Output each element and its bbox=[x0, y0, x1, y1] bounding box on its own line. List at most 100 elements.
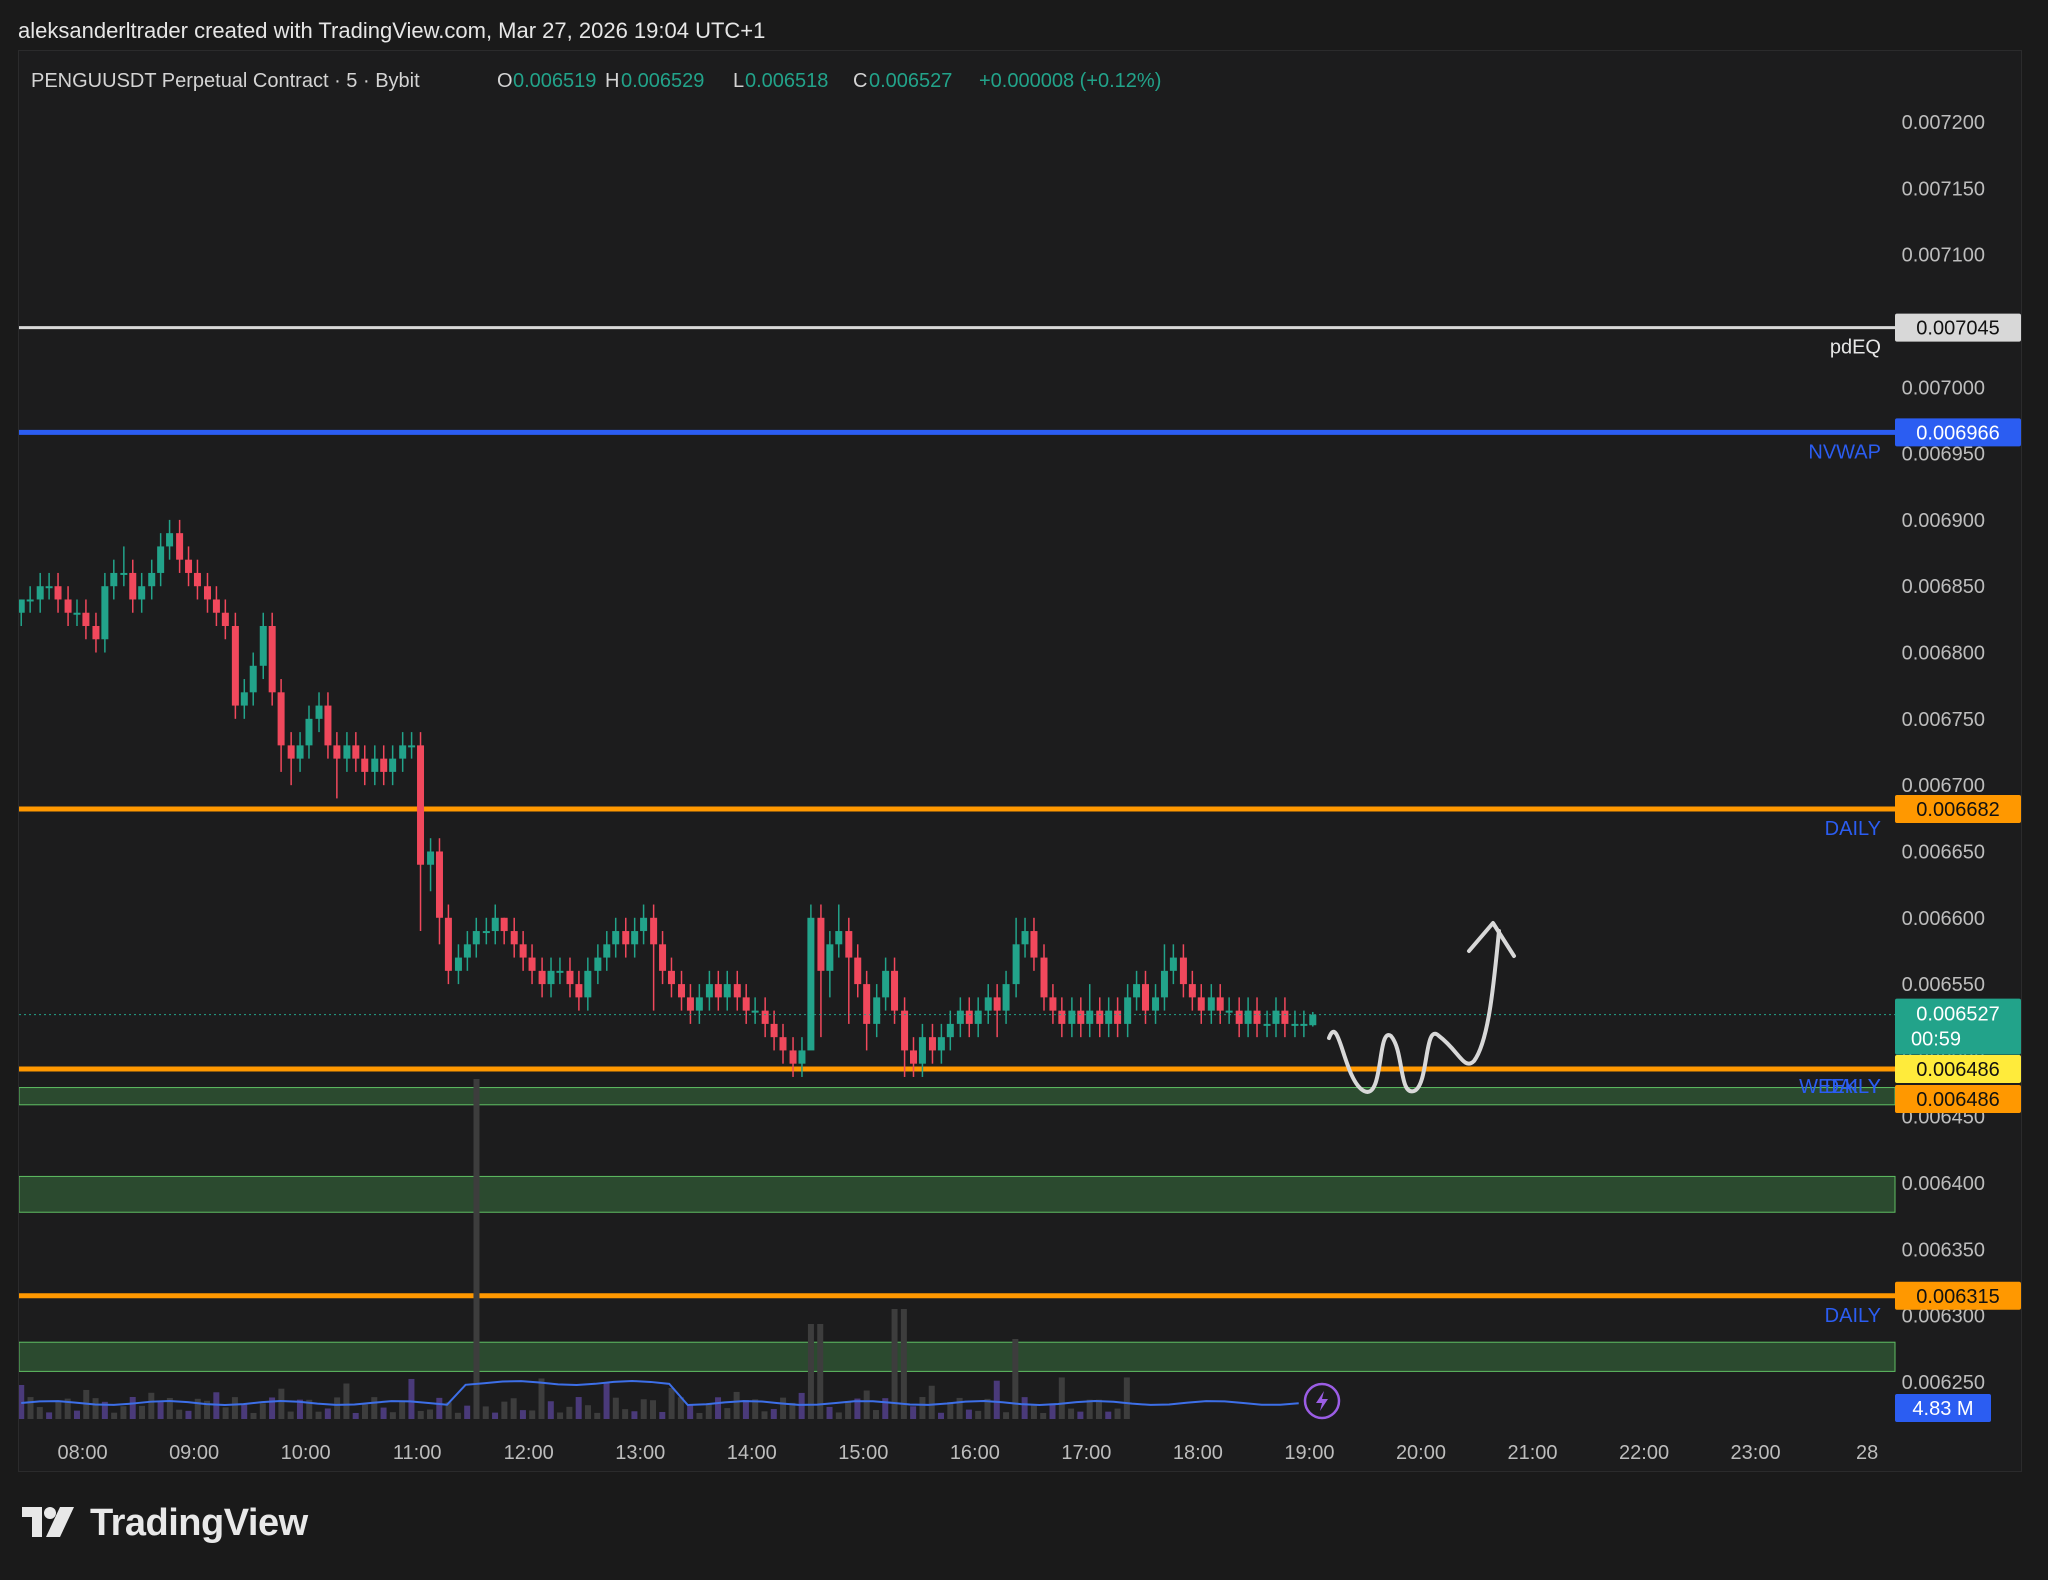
countdown-value: 00:59 bbox=[1911, 1029, 1961, 1051]
volume-bar bbox=[1049, 1403, 1056, 1419]
volume-bar bbox=[1077, 1411, 1084, 1419]
candle-body bbox=[110, 572, 118, 587]
volume-bar bbox=[1114, 1408, 1121, 1419]
y-tick-label: 0.006900 bbox=[1902, 510, 1985, 532]
volume-tag-value: 4.83 M bbox=[1912, 1398, 1973, 1420]
volume-bar bbox=[798, 1392, 805, 1419]
y-tick-label: 0.006750 bbox=[1902, 709, 1985, 731]
x-tick-label: 21:00 bbox=[1507, 1442, 1557, 1464]
candle-body bbox=[315, 705, 323, 719]
tradingview-brand[interactable]: TradingView bbox=[22, 1502, 308, 1545]
level-tag-1 bbox=[1895, 418, 2021, 447]
candle-body bbox=[1077, 1010, 1085, 1024]
volume-bar bbox=[296, 1399, 303, 1419]
candle-body bbox=[510, 931, 518, 945]
level-tag-4 bbox=[1895, 1084, 2021, 1113]
x-tick-label: 11:00 bbox=[393, 1442, 442, 1464]
volume-bar bbox=[473, 1079, 480, 1419]
candle-body bbox=[789, 1050, 797, 1064]
volume-bar bbox=[157, 1402, 164, 1419]
brand-name: TradingView bbox=[90, 1502, 308, 1544]
volume-bar bbox=[334, 1397, 341, 1419]
demand-zone-1[interactable] bbox=[19, 1175, 1896, 1213]
candle-body bbox=[249, 665, 257, 693]
candle-body bbox=[1253, 1010, 1261, 1024]
volume-bar bbox=[306, 1399, 313, 1419]
y-tick-label: 0.007000 bbox=[1902, 377, 1985, 399]
candle-body bbox=[937, 1037, 945, 1051]
candle-body bbox=[603, 944, 611, 958]
volume-bar bbox=[557, 1412, 564, 1419]
y-tick-label: 0.006400 bbox=[1902, 1173, 1985, 1195]
candle-body bbox=[101, 586, 109, 640]
x-tick-label: 20:00 bbox=[1396, 1442, 1446, 1464]
candle-body bbox=[751, 1010, 759, 1013]
demand-zone-2[interactable] bbox=[19, 1341, 1896, 1372]
candle-body bbox=[1002, 984, 1010, 1011]
candle-body bbox=[566, 970, 574, 985]
candle-body bbox=[956, 1010, 964, 1024]
candle-body bbox=[203, 586, 211, 600]
legend-close-value: 0.006527 bbox=[869, 70, 952, 92]
volume-bar bbox=[519, 1410, 526, 1419]
volume-bar bbox=[166, 1397, 173, 1419]
volume-bar bbox=[1068, 1408, 1075, 1419]
candle-body bbox=[1141, 984, 1149, 1011]
x-tick-label: 14:00 bbox=[727, 1442, 777, 1464]
x-tick-label: 16:00 bbox=[950, 1442, 1000, 1464]
volume-bar bbox=[510, 1398, 517, 1419]
demand-zones bbox=[19, 1087, 1896, 1372]
lightning-icon[interactable] bbox=[1303, 1382, 1341, 1420]
demand-zone-0[interactable] bbox=[19, 1087, 1896, 1106]
candle-body bbox=[1105, 1010, 1113, 1024]
candle-body bbox=[259, 626, 267, 666]
volume-bar bbox=[965, 1409, 972, 1419]
volume-bar bbox=[389, 1412, 396, 1419]
chart-panel[interactable]: 0.0072000.0071500.0071000.0070500.007000… bbox=[18, 50, 2022, 1472]
candle-body bbox=[444, 917, 452, 971]
candle-body bbox=[1197, 997, 1205, 1011]
candle-body bbox=[389, 758, 397, 772]
candle-body bbox=[538, 970, 546, 985]
volume-bar bbox=[185, 1410, 192, 1419]
candle-body bbox=[166, 533, 174, 547]
volume-bar bbox=[1012, 1339, 1019, 1419]
projection-arrow bbox=[1467, 921, 1516, 958]
candle-body bbox=[1291, 1023, 1299, 1026]
volume-bar bbox=[947, 1402, 954, 1419]
level-label-3: WEEKLY bbox=[1799, 1076, 1881, 1098]
volume-bar bbox=[1021, 1397, 1028, 1419]
volume-bar bbox=[46, 1412, 53, 1419]
x-tick-label: 12:00 bbox=[504, 1442, 554, 1464]
candle-body bbox=[129, 572, 137, 600]
candle-body bbox=[1040, 957, 1048, 998]
level-tag-0 bbox=[1895, 313, 2021, 342]
x-tick-label: 13:00 bbox=[615, 1442, 665, 1464]
volume-bar bbox=[956, 1397, 963, 1419]
volume-bar bbox=[538, 1378, 545, 1419]
volume-bar bbox=[55, 1401, 62, 1419]
volume-bar bbox=[789, 1402, 796, 1419]
volume-bar bbox=[231, 1397, 238, 1419]
candle-body bbox=[185, 559, 193, 573]
price-chart[interactable]: 0.0072000.0071500.0071000.0070500.007000… bbox=[19, 51, 2021, 1471]
x-tick-label: 23:00 bbox=[1731, 1442, 1781, 1464]
candle-body bbox=[1309, 1014, 1317, 1026]
candle-body bbox=[500, 917, 508, 932]
y-tick-label: 0.006850 bbox=[1902, 576, 1985, 598]
volume-bar bbox=[742, 1400, 749, 1419]
volume-bar bbox=[826, 1406, 833, 1419]
candle-body bbox=[984, 997, 992, 1011]
candle-body bbox=[73, 612, 81, 615]
candle-body bbox=[714, 984, 722, 998]
volume-bar bbox=[603, 1382, 610, 1419]
volume-bar bbox=[863, 1390, 870, 1419]
candle-body bbox=[891, 970, 899, 1011]
volume-bar bbox=[910, 1406, 917, 1419]
candle-body bbox=[1160, 970, 1168, 998]
level-tag-text-1: 0.006966 bbox=[1916, 422, 1999, 444]
candle-body bbox=[472, 931, 480, 945]
candle-body bbox=[1207, 997, 1215, 1011]
volume-bar bbox=[584, 1405, 591, 1419]
volume-bar bbox=[129, 1397, 136, 1419]
